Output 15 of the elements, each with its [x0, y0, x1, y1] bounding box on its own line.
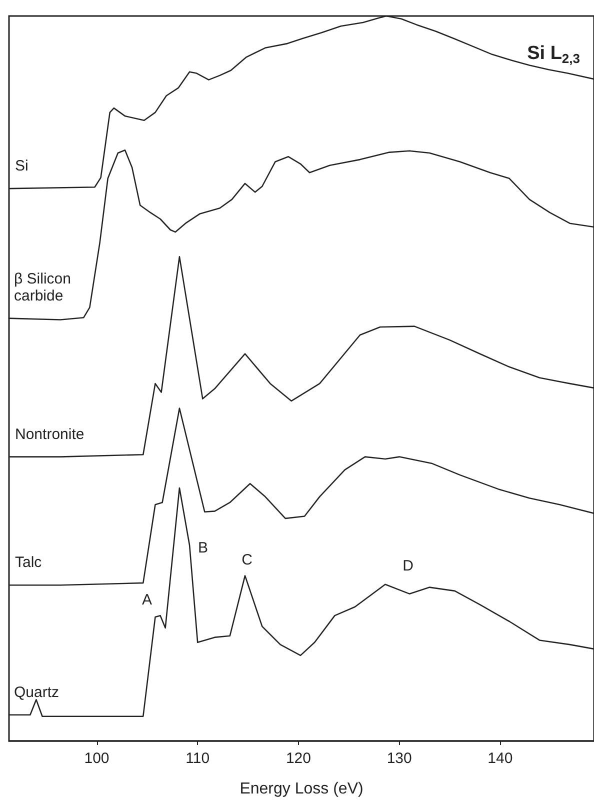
annotation: A [142, 592, 152, 608]
x-tick-label: 120 [286, 750, 311, 767]
x-axis-title: Energy Loss (eV) [240, 780, 364, 798]
annotation: B [198, 540, 208, 556]
series-label: Quartz [14, 684, 60, 701]
x-tick-label: 130 [386, 750, 412, 767]
x-tick-label: 110 [186, 750, 210, 767]
annotation: D [402, 558, 414, 574]
x-tick-label: 100 [84, 750, 110, 767]
series-label: β Silicon carbide [14, 270, 76, 304]
annotation: C [242, 552, 253, 568]
series-label: Nontronite [15, 426, 84, 443]
x-tick-label: 140 [488, 750, 513, 767]
series-label: Talc [15, 554, 42, 572]
series-label: Si [15, 158, 28, 175]
